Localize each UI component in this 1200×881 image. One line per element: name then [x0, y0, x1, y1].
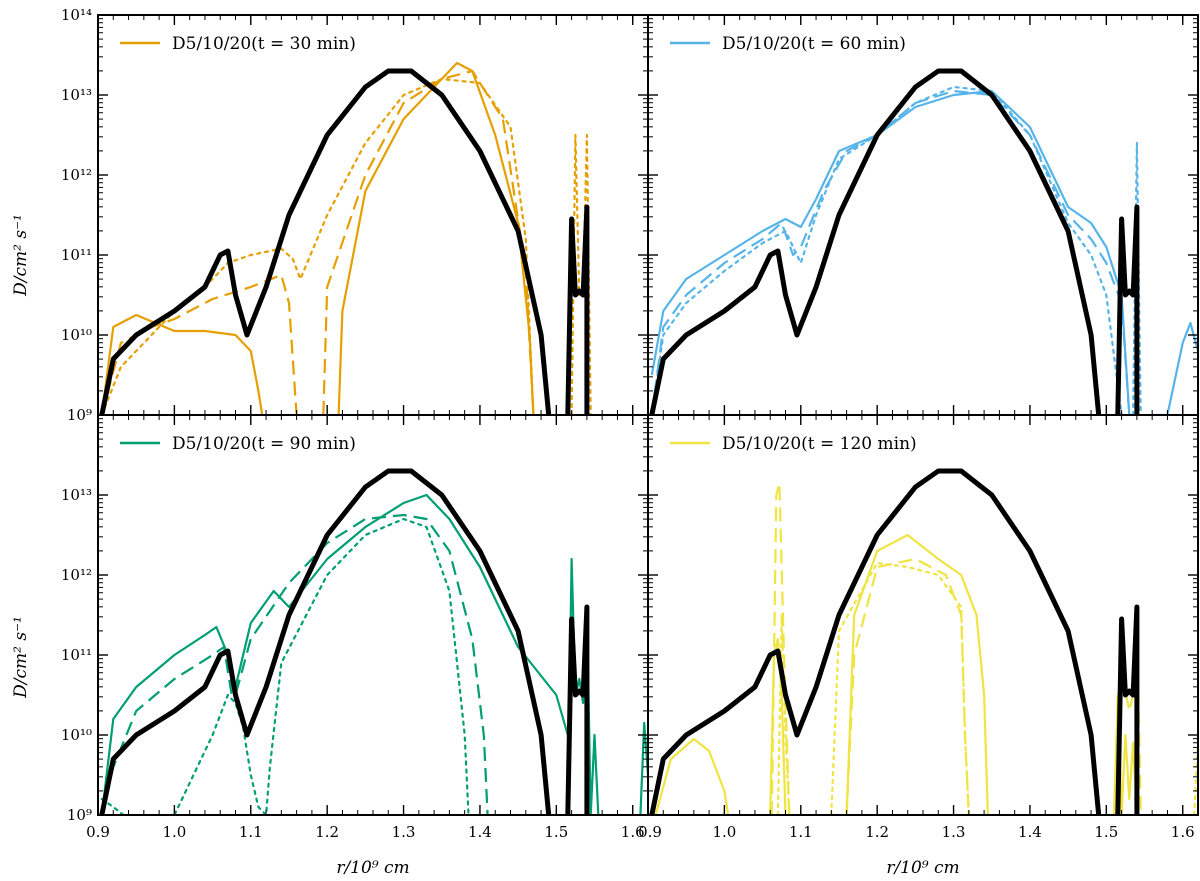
x-tick-label: 1.5	[544, 823, 568, 841]
series-line-D20	[100, 77, 535, 415]
x-tick-label: 1.4	[1018, 823, 1042, 841]
x-axis-label-right: r/10⁹ cm	[886, 858, 959, 878]
series-line-reference	[649, 468, 1102, 815]
legend-label: D5/10/20(t = 90 min)	[172, 434, 356, 454]
y-tick-label: 10¹²	[61, 566, 92, 584]
y-tick-label: 10¹⁰	[61, 326, 92, 344]
series-line-D5-bump	[654, 737, 730, 815]
y-axis-label-top: D/cm² s⁻¹	[11, 214, 31, 297]
series-line-D5-b	[337, 61, 535, 415]
series-line-D5-end	[639, 721, 648, 815]
axes-frame	[97, 14, 649, 416]
series-line-D10	[100, 513, 489, 815]
series-line-reference	[99, 68, 552, 415]
series-line-D5	[100, 493, 569, 815]
series-line-D10-a	[770, 481, 791, 815]
y-tick-label: 10¹¹	[61, 246, 92, 264]
series-line-D10-b	[845, 557, 970, 815]
x-tick-label: 0.9	[638, 823, 662, 841]
x-tick-label: 1.4	[468, 823, 492, 841]
y-tick-label: 10⁹	[67, 406, 92, 424]
series-line-D5-spikes	[566, 557, 600, 815]
y-tick-label: 10¹⁴	[61, 6, 92, 24]
series-line-reference	[99, 468, 552, 815]
series-line-D20	[100, 517, 470, 815]
y-tick-label: 10¹¹	[61, 646, 92, 664]
legend-label: D5/10/20(t = 120 min)	[722, 434, 917, 454]
x-tick-label: 1.2	[865, 823, 889, 841]
x-axis-label-left: r/10⁹ cm	[336, 858, 409, 878]
panel-top-right: D5/10/20(t = 60 min)	[647, 14, 1199, 416]
series-line-D10	[650, 89, 1131, 415]
axes-frame	[647, 14, 1199, 416]
x-tick-label: 1.3	[942, 823, 966, 841]
y-axis-label-bottom: D/cm² s⁻¹	[11, 616, 31, 699]
x-tick-label: 1.6	[1171, 823, 1195, 841]
panel-bottom-left: 10⁹ 10¹⁰ 10¹¹ 10¹² 10¹³ 0.9 1.0 1.1 1.2 1.3 1.4 1.5…	[61, 414, 649, 841]
series-line-D5-b	[1152, 321, 1198, 415]
x-tick-label: 1.1	[239, 823, 263, 841]
x-tick-label: 1.0	[712, 823, 736, 841]
y-tick-label: 10¹⁰	[61, 726, 92, 744]
series-line-D5-b	[845, 533, 989, 815]
series-line-reference-spike-a	[1115, 204, 1140, 415]
y-tick-label: 10¹³	[61, 486, 92, 504]
y-tick-label: 10¹²	[61, 166, 92, 184]
series-line-D20-spike	[570, 133, 592, 415]
legend-label: D5/10/20(t = 30 min)	[172, 34, 356, 54]
x-tick-label: 1.0	[162, 823, 186, 841]
series-line-D20	[650, 85, 1123, 415]
panel-bottom-right: 0.9 1.0 1.1 1.2 1.3 1.4 1.5 1.6 D5/10/20(t = 120…	[638, 414, 1199, 841]
series-line-D20-spike	[1132, 141, 1142, 415]
series-line-D5	[100, 313, 264, 415]
panel-top-left: 10⁹ 10¹⁰ 10¹¹ 10¹² 10¹³ 10¹⁴ D5/10/20(t = 30 m…	[61, 6, 649, 424]
x-tick-label: 1.5	[1094, 823, 1118, 841]
y-tick-label: 10¹³	[61, 86, 92, 104]
x-tick-label: 1.6	[621, 823, 645, 841]
series-line-D10	[100, 273, 298, 415]
series-line-reference-spike-a	[1115, 604, 1140, 815]
x-tick-label: 1.1	[789, 823, 813, 841]
y-tick-label: 10⁹	[67, 806, 92, 824]
series-line-reference-spike-a	[565, 604, 590, 815]
x-tick-label: 1.3	[392, 823, 416, 841]
x-tick-label: 1.2	[315, 823, 339, 841]
series-line-D10-c	[1116, 613, 1142, 815]
series-line-reference	[649, 68, 1102, 415]
series-line-D5	[650, 89, 1131, 415]
series-line-reference-spike-a	[565, 204, 590, 415]
legend-label: D5/10/20(t = 60 min)	[722, 34, 906, 54]
axes-frame	[97, 414, 649, 816]
x-tick-label: 0.9	[86, 823, 110, 841]
